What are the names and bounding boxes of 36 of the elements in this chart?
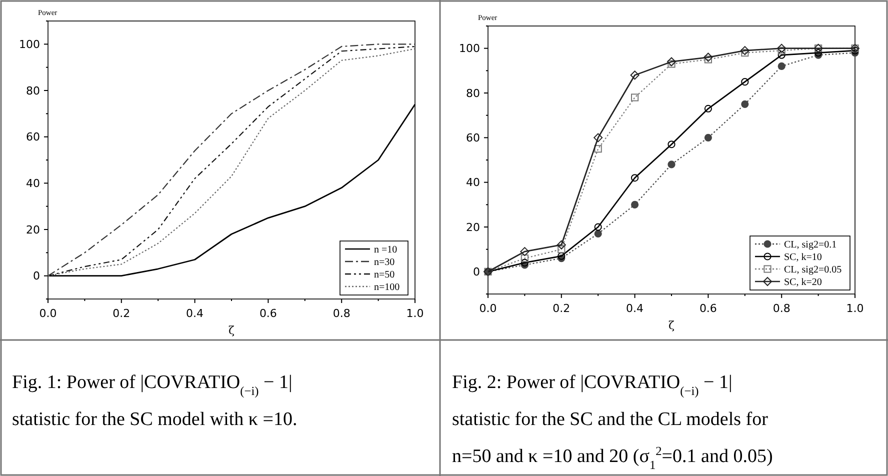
legend-label: n=100: [374, 282, 400, 293]
y-tick-label: 60: [26, 130, 40, 144]
y-tick-label: 40: [466, 176, 480, 190]
y-tick-label: 40: [26, 177, 40, 190]
y-tick-label: 80: [466, 86, 480, 100]
x-axis-title: ζ: [668, 319, 675, 332]
y-tick-label: 0: [33, 270, 40, 283]
y-tick-label: 60: [466, 132, 480, 145]
x-tick-label: 0.6: [259, 307, 277, 320]
legend-label: CL, sig2=0.1: [784, 240, 837, 250]
x-tick-label: 0.4: [626, 302, 644, 315]
legend-label: n =10: [374, 244, 398, 256]
x-axis-title: ζ: [228, 324, 235, 337]
y-tick-label: 100: [459, 42, 480, 56]
legend-label: SC, k=20: [784, 277, 822, 288]
x-tick-label: 0.8: [772, 302, 790, 315]
x-tick-label: 0.6: [699, 302, 717, 315]
legend-label: n=30: [374, 257, 395, 268]
x-tick-label: 0.0: [479, 302, 497, 315]
x-tick-label: 1.0: [406, 307, 424, 320]
caption: Fig. 1: Power of |COVRATIO$_{(−i)}$ − 1| statistic for the SC model with κ =10.: [12, 372, 298, 430]
legend-label: SC, k=10: [784, 252, 822, 263]
x-tick-label: 0.4: [186, 307, 204, 320]
x-tick-label: 0.2: [552, 302, 570, 315]
legend-label: CL, sig2=0.05: [784, 264, 842, 276]
y-tick-label: 20: [26, 223, 40, 236]
x-tick-label: 0.0: [39, 307, 57, 320]
y-tick-label: 0: [473, 266, 480, 279]
y-tick-label: 20: [466, 220, 480, 234]
x-tick-label: 0.8: [332, 307, 350, 320]
y-tick-label: 80: [26, 84, 40, 98]
y-tick-label: 100: [19, 38, 40, 52]
x-tick-label: 0.2: [112, 307, 130, 320]
x-tick-label: 1.0: [846, 302, 864, 315]
legend-label: n=50: [374, 270, 395, 280]
caption: Fig. 2: Power of |COVRATIO$_{(−i)}$ − 1| statistic for the SC and the CL models for n=50 and κ =10 and 20 (σ$_{1}$$^{2}$=0.1 and 0.05): [452, 372, 773, 472]
